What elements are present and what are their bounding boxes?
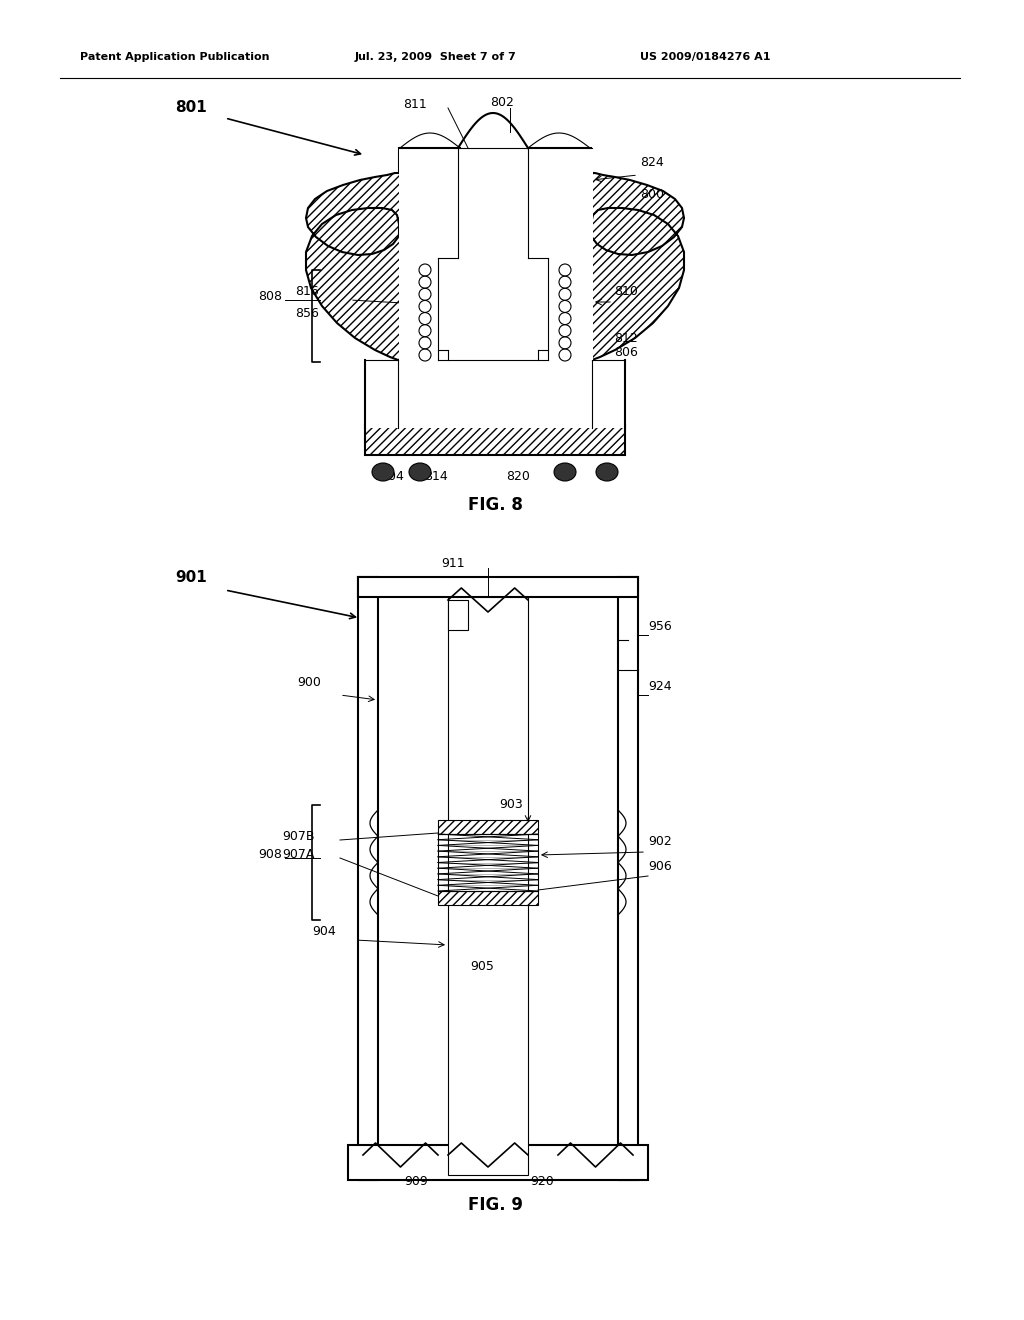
Text: 824: 824 [640, 156, 664, 169]
Bar [438, 820, 538, 834]
Text: FIG. 9: FIG. 9 [468, 1196, 522, 1214]
Ellipse shape [554, 463, 575, 480]
Text: 806: 806 [614, 346, 638, 359]
Text: Jul. 23, 2009  Sheet 7 of 7: Jul. 23, 2009 Sheet 7 of 7 [355, 51, 517, 62]
Ellipse shape [372, 463, 394, 480]
Polygon shape [306, 148, 460, 360]
Text: 903: 903 [499, 799, 522, 810]
Bar [438, 891, 538, 906]
Polygon shape [530, 148, 684, 360]
Text: FIG. 8: FIG. 8 [468, 496, 522, 513]
Text: 920: 920 [530, 1175, 554, 1188]
Text: 804: 804 [380, 470, 403, 483]
Bar [399, 148, 593, 360]
Text: 808: 808 [258, 290, 282, 304]
Text: 904: 904 [312, 925, 336, 939]
Text: 900: 900 [297, 676, 321, 689]
Text: 814: 814 [424, 470, 447, 483]
Text: 909: 909 [404, 1175, 428, 1188]
Text: 816: 816 [295, 285, 318, 298]
Bar [348, 1144, 648, 1180]
Text: 956: 956 [648, 620, 672, 634]
Text: 906: 906 [648, 861, 672, 873]
Bar [618, 577, 638, 1175]
Text: Patent Application Publication: Patent Application Publication [80, 51, 269, 62]
Bar [358, 577, 378, 1175]
Text: 924: 924 [648, 680, 672, 693]
Bar [449, 601, 468, 630]
Text: 801: 801 [175, 100, 207, 115]
Text: 907A: 907A [282, 847, 314, 861]
Text: 811: 811 [403, 98, 427, 111]
Text: 810: 810 [614, 285, 638, 298]
Text: US 2009/0184276 A1: US 2009/0184276 A1 [640, 51, 770, 62]
Bar [460, 148, 530, 360]
Ellipse shape [409, 463, 431, 480]
Text: 856: 856 [295, 308, 318, 319]
Text: 907B: 907B [282, 830, 314, 843]
Text: 812: 812 [614, 333, 638, 345]
Text: 908: 908 [258, 847, 282, 861]
Text: 902: 902 [648, 836, 672, 847]
Text: 820: 820 [506, 470, 529, 483]
Bar [438, 834, 538, 891]
Bar [449, 597, 528, 1175]
Text: 911: 911 [441, 557, 465, 570]
Bar [366, 360, 626, 428]
Text: 905: 905 [470, 960, 494, 973]
Text: 800: 800 [640, 187, 664, 201]
Text: 802: 802 [490, 96, 514, 110]
Bar [365, 425, 625, 455]
Bar [358, 577, 638, 597]
Ellipse shape [596, 463, 618, 480]
Text: 901: 901 [175, 570, 207, 585]
